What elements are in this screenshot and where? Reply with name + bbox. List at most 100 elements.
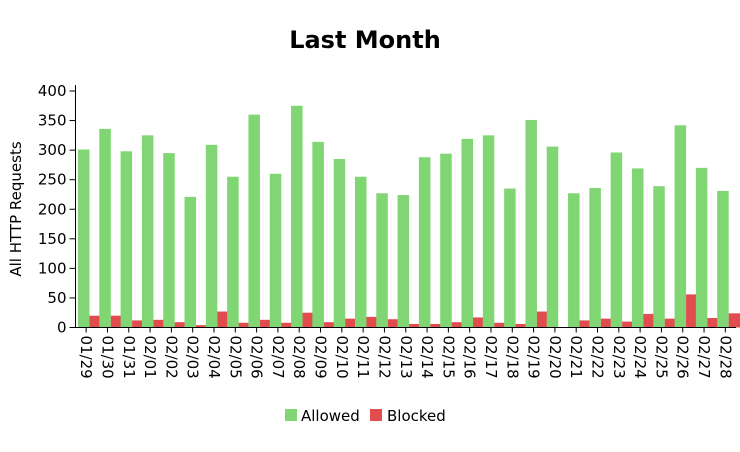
- x-tick-label-02-02: 02/02: [162, 336, 180, 379]
- y-tick-label-250: 250: [38, 171, 67, 189]
- x-tick-label-02-26: 02/26: [674, 336, 692, 379]
- x-tick-label-02-13: 02/13: [397, 336, 415, 379]
- bar-allowed-02-20: [546, 146, 559, 328]
- bar-allowed-02-04: [205, 144, 218, 328]
- x-tick-label-02-28: 02/28: [716, 336, 734, 379]
- bar-allowed-02-25: [653, 186, 665, 328]
- x-tick-label-02-18: 02/18: [503, 336, 521, 379]
- bar-allowed-02-02: [163, 153, 175, 328]
- x-tick-label-02-10: 02/10: [333, 336, 351, 379]
- bar-blocked-02-12: [387, 319, 400, 328]
- bar-blocked-02-23: [622, 321, 634, 328]
- bar-allowed-02-19: [525, 119, 537, 328]
- x-tick-label-02-16: 02/16: [461, 336, 479, 379]
- x-tick-label-01-31: 01/31: [120, 336, 138, 379]
- x-tick-label-02-20: 02/20: [546, 336, 564, 379]
- bar-allowed-02-22: [589, 187, 601, 328]
- bar-blocked-02-24: [643, 313, 655, 328]
- bar-allowed-02-14: [418, 157, 431, 328]
- y-axis-label: All HTTP Requests: [7, 141, 25, 276]
- x-tick-label-02-15: 02/15: [439, 336, 457, 379]
- bar-blocked-02-02: [174, 322, 187, 328]
- x-tick-label-02-25: 02/25: [652, 336, 670, 379]
- bar-blocked-02-04: [217, 311, 229, 328]
- bar-allowed-02-07: [269, 173, 282, 328]
- bar-blocked-02-28: [728, 313, 740, 328]
- bar-blocked-02-05: [238, 322, 251, 328]
- x-tick-label-02-07: 02/07: [269, 336, 287, 379]
- bar-blocked-02-21: [579, 320, 592, 328]
- legend-swatch-blocked: [370, 409, 382, 421]
- legend-label-allowed: Allowed: [301, 407, 360, 425]
- bar-allowed-02-26: [674, 125, 687, 328]
- bar-allowed-02-03: [184, 196, 197, 328]
- bar-blocked-02-01: [153, 319, 165, 328]
- y-tick-label-100: 100: [38, 259, 67, 277]
- bar-blocked-02-26: [686, 294, 698, 328]
- bar-blocked-02-03: [196, 325, 208, 328]
- bar-allowed-02-28: [717, 190, 729, 328]
- x-tick-label-02-22: 02/22: [589, 336, 607, 379]
- bar-allowed-01-30: [99, 128, 111, 328]
- bar-allowed-02-21: [568, 193, 580, 328]
- bar-allowed-02-24: [631, 168, 644, 328]
- x-tick-label-02-06: 02/06: [248, 336, 266, 379]
- bar-allowed-02-01: [141, 135, 154, 328]
- y-tick-label-0: 0: [57, 319, 67, 337]
- bar-blocked-02-10: [345, 318, 357, 328]
- bar-blocked-02-16: [473, 317, 485, 328]
- bar-blocked-02-08: [302, 312, 315, 328]
- bar-allowed-02-10: [333, 158, 346, 328]
- bar-allowed-02-16: [461, 138, 474, 328]
- bar-blocked-02-17: [494, 322, 506, 328]
- x-tick-label-01-30: 01/30: [98, 336, 116, 379]
- x-tick-label-02-12: 02/12: [375, 336, 393, 379]
- x-tick-label-02-09: 02/09: [312, 336, 330, 379]
- bar-allowed-01-29: [78, 149, 90, 328]
- x-tick-label-02-04: 02/04: [205, 336, 223, 379]
- x-tick-label-02-08: 02/08: [290, 336, 308, 379]
- bar-allowed-02-15: [440, 153, 452, 328]
- x-tick-label-02-17: 02/17: [482, 336, 500, 379]
- bar-allowed-02-17: [482, 135, 495, 328]
- legend: Allowed Blocked: [285, 407, 446, 425]
- bar-allowed-02-09: [312, 141, 324, 328]
- bar-blocked-02-22: [600, 318, 613, 328]
- bar-blocked-02-25: [664, 318, 677, 328]
- y-tick-label-150: 150: [38, 230, 67, 248]
- chart-title: Last Month: [289, 26, 441, 54]
- bar-blocked-02-27: [707, 318, 719, 328]
- x-tick-label-02-24: 02/24: [631, 336, 649, 379]
- bar-blocked-02-15: [451, 322, 464, 328]
- y-tick-label-400: 400: [38, 82, 67, 100]
- bar-allowed-02-11: [354, 176, 367, 328]
- bar-allowed-02-18: [504, 188, 516, 328]
- bar-allowed-02-06: [248, 114, 260, 328]
- bar-allowed-02-08: [291, 105, 303, 328]
- x-tick-label-02-03: 02/03: [184, 336, 202, 379]
- x-tick-label-02-23: 02/23: [610, 336, 628, 379]
- bar-allowed-02-27: [695, 167, 708, 328]
- bar-allowed-02-05: [227, 176, 239, 328]
- bar-allowed-02-23: [610, 152, 623, 328]
- legend-label-blocked: Blocked: [387, 407, 446, 425]
- x-tick-label-02-01: 02/01: [141, 336, 159, 379]
- bar-blocked-02-11: [366, 316, 378, 328]
- x-tick-label-02-27: 02/27: [695, 336, 713, 379]
- x-tick-label-02-19: 02/19: [525, 336, 543, 379]
- bar-allowed-02-13: [397, 195, 410, 328]
- bar-blocked-02-09: [323, 322, 336, 328]
- x-tick-label-02-14: 02/14: [418, 336, 436, 379]
- bar-allowed-01-31: [120, 151, 133, 328]
- bar-blocked-01-30: [110, 315, 123, 328]
- y-tick-label-50: 50: [47, 289, 66, 307]
- bar-blocked-02-19: [536, 311, 549, 328]
- x-tick-label-01-29: 01/29: [77, 336, 95, 379]
- bar-blocked-02-13: [409, 323, 421, 328]
- x-tick-label-02-11: 02/11: [354, 336, 372, 379]
- x-tick-label-02-21: 02/21: [567, 336, 585, 379]
- bar-blocked-01-31: [132, 320, 144, 328]
- x-tick-label-02-05: 02/05: [226, 336, 244, 379]
